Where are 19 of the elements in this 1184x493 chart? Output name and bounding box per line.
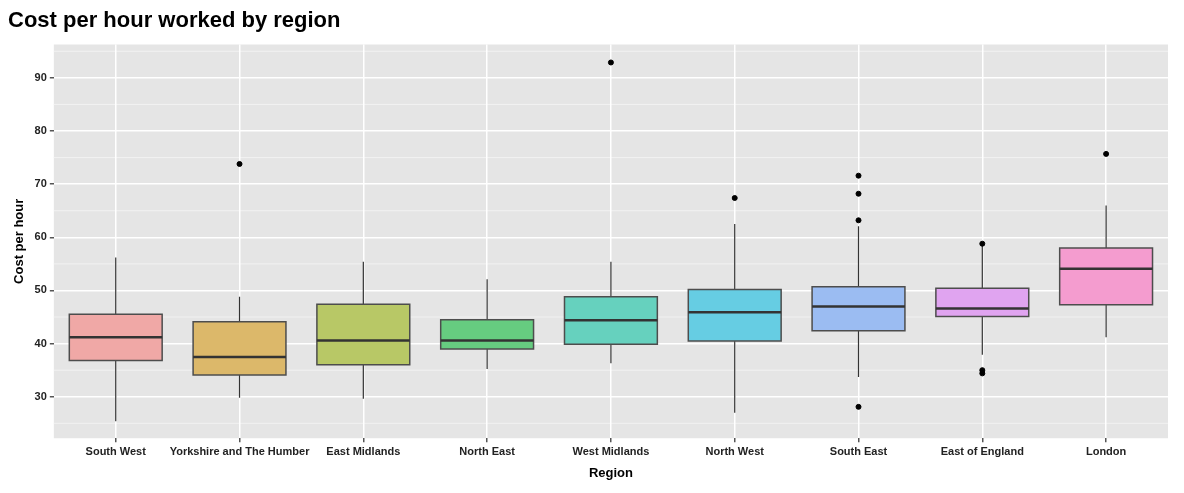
x-tick-label: London xyxy=(1085,444,1127,457)
y-tick-label: 60 xyxy=(34,230,47,243)
x-tick-label: South East xyxy=(829,444,888,457)
x-tick-label: West Midlands xyxy=(572,444,650,457)
x-tick-label: North East xyxy=(459,444,516,457)
y-tick-label: 80 xyxy=(34,124,47,137)
y-tick-label: 90 xyxy=(34,70,47,83)
y-tick-label: 40 xyxy=(34,336,47,349)
x-tick-label: South West xyxy=(85,444,147,457)
y-axis-title: Cost per hour xyxy=(11,198,27,284)
x-tick-label: Yorkshire and The Humber xyxy=(169,444,311,457)
y-tick-label: 50 xyxy=(34,283,47,296)
y-tick-label: 30 xyxy=(34,389,47,402)
y-tick-label: 70 xyxy=(34,177,47,190)
x-axis-title: Region xyxy=(588,464,633,480)
chart-title: Cost per hour worked by region xyxy=(8,7,341,33)
x-tick-label: East Midlands xyxy=(326,444,401,457)
x-tick-label: North West xyxy=(705,444,765,457)
x-tick-label: East of England xyxy=(940,444,1024,457)
